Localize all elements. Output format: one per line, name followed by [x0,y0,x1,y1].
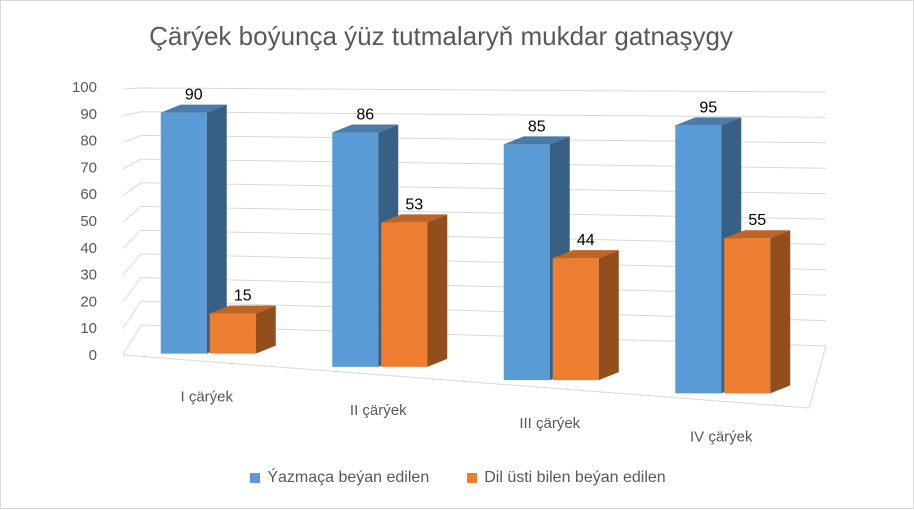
x-tick-label-4: IV çärýek [690,428,753,445]
y-tick-label: 50 [80,213,97,230]
gridline-left-20 [122,277,142,303]
legend-swatch-series-1 [250,473,261,483]
bar-2-1 [209,313,256,354]
x-tick-label-3: III çärýek [519,415,580,432]
y-tick-label: 100 [72,79,97,96]
bar-side-2-3 [598,250,619,381]
x-tick-label-1: I çärýek [180,389,233,406]
x-tick-label-2: II çärýek [350,402,407,419]
data-label-2-3: 44 [577,232,595,249]
legend-item-series-2: Dil üsti bilen beýan edilen [467,469,666,487]
bar-top-2-1 [209,305,276,314]
y-tick-label: 80 [80,133,97,150]
y-tick-label: 90 [80,106,97,123]
y-tick-label: 60 [80,186,97,203]
legend-label-series-2: Dil üsti bilen beýan edilen [484,469,666,486]
floor-front-edge [122,354,810,409]
bar-top-1-1 [160,104,227,113]
chart-legend: Ýazmaça beýan edilen Dil üsti bilen beýa… [1,469,914,487]
data-label-2-4: 55 [748,212,766,229]
bar-1-1 [160,112,207,354]
legend-swatch-series-2 [467,473,478,483]
gridline-left-70 [122,158,142,170]
gridline-90 [140,111,827,118]
bar-top-1-4 [675,117,742,126]
bar-top-1-3 [503,136,570,145]
bar-top-2-3 [552,250,619,259]
data-label-1-3: 85 [528,118,546,135]
data-label-1-1: 90 [185,87,203,104]
bar-1-3 [503,144,550,381]
gridline-100 [140,87,827,93]
y-tick-label: 20 [80,293,97,310]
gridline-left-80 [122,134,142,143]
y-tick-label: 10 [80,320,97,337]
bar-2-4 [724,238,771,394]
gridline-left-50 [122,206,142,223]
bar-2-2 [381,222,428,367]
chart-title: Çärýek boýunça ýüz tutmalaryň mukdar gat… [149,21,733,51]
bar-side-2-1 [255,305,276,354]
gridline-left-10 [122,301,142,329]
floor-right-edge [808,345,827,409]
gridline-left-60 [122,182,142,196]
bar-top-2-4 [724,230,791,239]
y-tick-label: 40 [80,240,97,257]
data-label-2-1: 15 [234,287,252,304]
gridline-left-30 [122,253,142,276]
gridline-left-90 [122,111,142,117]
bar-1-2 [332,132,379,367]
legend-label-series-1: Ýazmaça beýan edilen [267,469,430,486]
data-label-1-2: 86 [356,106,374,123]
gridline-left-0 [122,324,142,356]
bar-side-1-1 [206,104,227,354]
legend-item-series-1: Ýazmaça beýan edilen [250,469,429,487]
bar-top-1-2 [332,124,399,133]
bar-top-2-2 [381,214,448,223]
y-tick-label: 0 [89,347,97,364]
bar-side-2-2 [427,214,448,367]
bar-1-4 [675,125,722,394]
data-label-1-4: 95 [699,99,717,116]
bar-2-3 [552,258,599,381]
y-tick-label: 70 [80,159,97,176]
gridline-left-40 [122,229,142,249]
data-label-2-2: 53 [405,196,423,213]
y-tick-label: 30 [80,267,97,284]
bar-side-2-4 [770,230,791,394]
gridline-left-100 [122,87,142,90]
